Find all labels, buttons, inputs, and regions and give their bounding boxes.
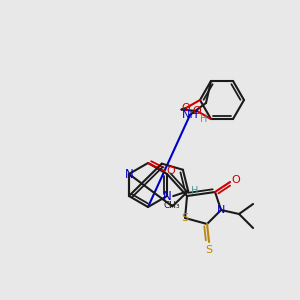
- Text: O: O: [182, 103, 190, 113]
- Text: O: O: [167, 166, 176, 176]
- Text: NH: NH: [182, 110, 198, 120]
- Text: H: H: [191, 186, 199, 196]
- Text: O: O: [232, 175, 240, 185]
- Text: O: O: [193, 106, 201, 116]
- Text: N: N: [124, 167, 133, 181]
- Text: N: N: [217, 205, 225, 215]
- Text: CH₃: CH₃: [164, 201, 181, 210]
- Text: S: S: [182, 213, 189, 223]
- Text: N: N: [163, 190, 171, 202]
- Text: H: H: [200, 114, 208, 124]
- Text: S: S: [206, 245, 213, 255]
